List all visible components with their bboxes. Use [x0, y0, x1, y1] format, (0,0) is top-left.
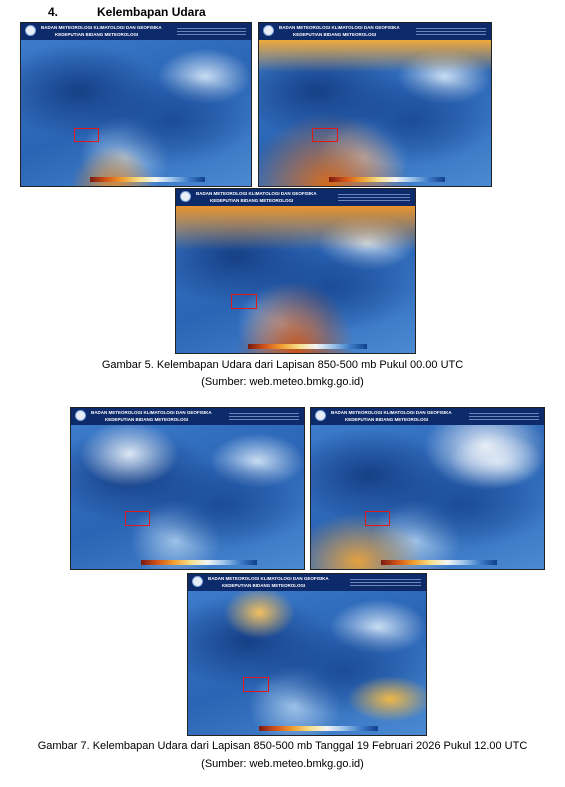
map-header: BADAN METEOROLOGI KLIMATOLOGI DAN GEOFIS… — [176, 189, 415, 206]
map-division: KEDEPUTIAN BIDANG METEOROLOGI — [222, 582, 306, 588]
map-info-block — [338, 192, 410, 202]
figure-caption: Gambar 5. Kelembapan Udara dari Lapisan … — [101, 359, 464, 371]
map-header: BADAN METEOROLOGI KLIMATOLOGI DAN GEOFIS… — [21, 23, 251, 40]
map-org: BADAN METEOROLOGI KLIMATOLOGI DAN GEOFIS… — [279, 25, 400, 30]
map-info-block — [229, 411, 299, 421]
map-image: BADAN METEOROLOGI KLIMATOLOGI DAN GEOFIS… — [175, 188, 416, 354]
map-image: BADAN METEOROLOGI KLIMATOLOGI DAN GEOFIS… — [258, 22, 492, 187]
figure-source: (Sumber: web.meteo.bmkg.go.id) — [201, 376, 364, 388]
color-legend — [247, 344, 368, 349]
map-image: BADAN METEOROLOGI KLIMATOLOGI DAN GEOFIS… — [187, 573, 427, 736]
focus-area-box — [364, 511, 391, 526]
color-legend — [259, 726, 379, 731]
bmkg-logo — [75, 410, 86, 421]
bmkg-logo — [192, 576, 203, 587]
bmkg-logo — [180, 191, 191, 202]
map-org: BADAN METEOROLOGI KLIMATOLOGI DAN GEOFIS… — [208, 576, 329, 581]
focus-area-box — [312, 127, 338, 143]
color-legend — [380, 560, 498, 565]
humidity-field — [311, 425, 544, 569]
map-info-block — [349, 577, 421, 587]
map-division: KEDEPUTIAN BIDANG METEOROLOGI — [210, 197, 294, 203]
map-division: KEDEPUTIAN BIDANG METEOROLOGI — [293, 31, 377, 37]
focus-area-box — [230, 294, 258, 309]
focus-area-box — [73, 127, 100, 143]
bmkg-logo — [25, 25, 36, 36]
section-title: Kelembapan Udara — [97, 5, 206, 19]
bmkg-logo — [315, 410, 326, 421]
map-image: BADAN METEOROLOGI KLIMATOLOGI DAN GEOFIS… — [310, 407, 545, 570]
map-org: BADAN METEOROLOGI KLIMATOLOGI DAN GEOFIS… — [331, 410, 452, 415]
map-org: BADAN METEOROLOGI KLIMATOLOGI DAN GEOFIS… — [91, 410, 212, 415]
humidity-field — [188, 591, 426, 735]
map-division: KEDEPUTIAN BIDANG METEOROLOGI — [105, 416, 189, 422]
map-org: BADAN METEOROLOGI KLIMATOLOGI DAN GEOFIS… — [41, 25, 162, 30]
focus-area-box — [242, 677, 269, 692]
map-header: BADAN METEOROLOGI KLIMATOLOGI DAN GEOFIS… — [259, 23, 491, 40]
map-division: KEDEPUTIAN BIDANG METEOROLOGI — [345, 416, 429, 422]
map-header: BADAN METEOROLOGI KLIMATOLOGI DAN GEOFIS… — [311, 408, 544, 425]
color-legend — [140, 560, 258, 565]
map-image: BADAN METEOROLOGI KLIMATOLOGI DAN GEOFIS… — [20, 22, 252, 187]
map-info-block — [469, 411, 539, 421]
map-org: BADAN METEOROLOGI KLIMATOLOGI DAN GEOFIS… — [196, 191, 317, 196]
figure-caption: Gambar 7. Kelembapan Udara dari Lapisan … — [37, 740, 528, 752]
humidity-field — [21, 40, 251, 186]
map-division: KEDEPUTIAN BIDANG METEOROLOGI — [55, 31, 139, 37]
humidity-field — [259, 40, 491, 186]
map-image: BADAN METEOROLOGI KLIMATOLOGI DAN GEOFIS… — [70, 407, 305, 570]
humidity-field — [176, 206, 415, 353]
map-info-block — [416, 26, 486, 36]
map-header: BADAN METEOROLOGI KLIMATOLOGI DAN GEOFIS… — [71, 408, 304, 425]
color-legend — [328, 177, 445, 182]
figure-source: (Sumber: web.meteo.bmkg.go.id) — [201, 758, 364, 770]
focus-area-box — [124, 511, 151, 526]
bmkg-logo — [263, 25, 274, 36]
color-legend — [90, 177, 205, 182]
map-info-block — [177, 26, 246, 36]
map-header: BADAN METEOROLOGI KLIMATOLOGI DAN GEOFIS… — [188, 574, 426, 591]
humidity-field — [71, 425, 304, 569]
section-number: 4. — [48, 5, 59, 19]
